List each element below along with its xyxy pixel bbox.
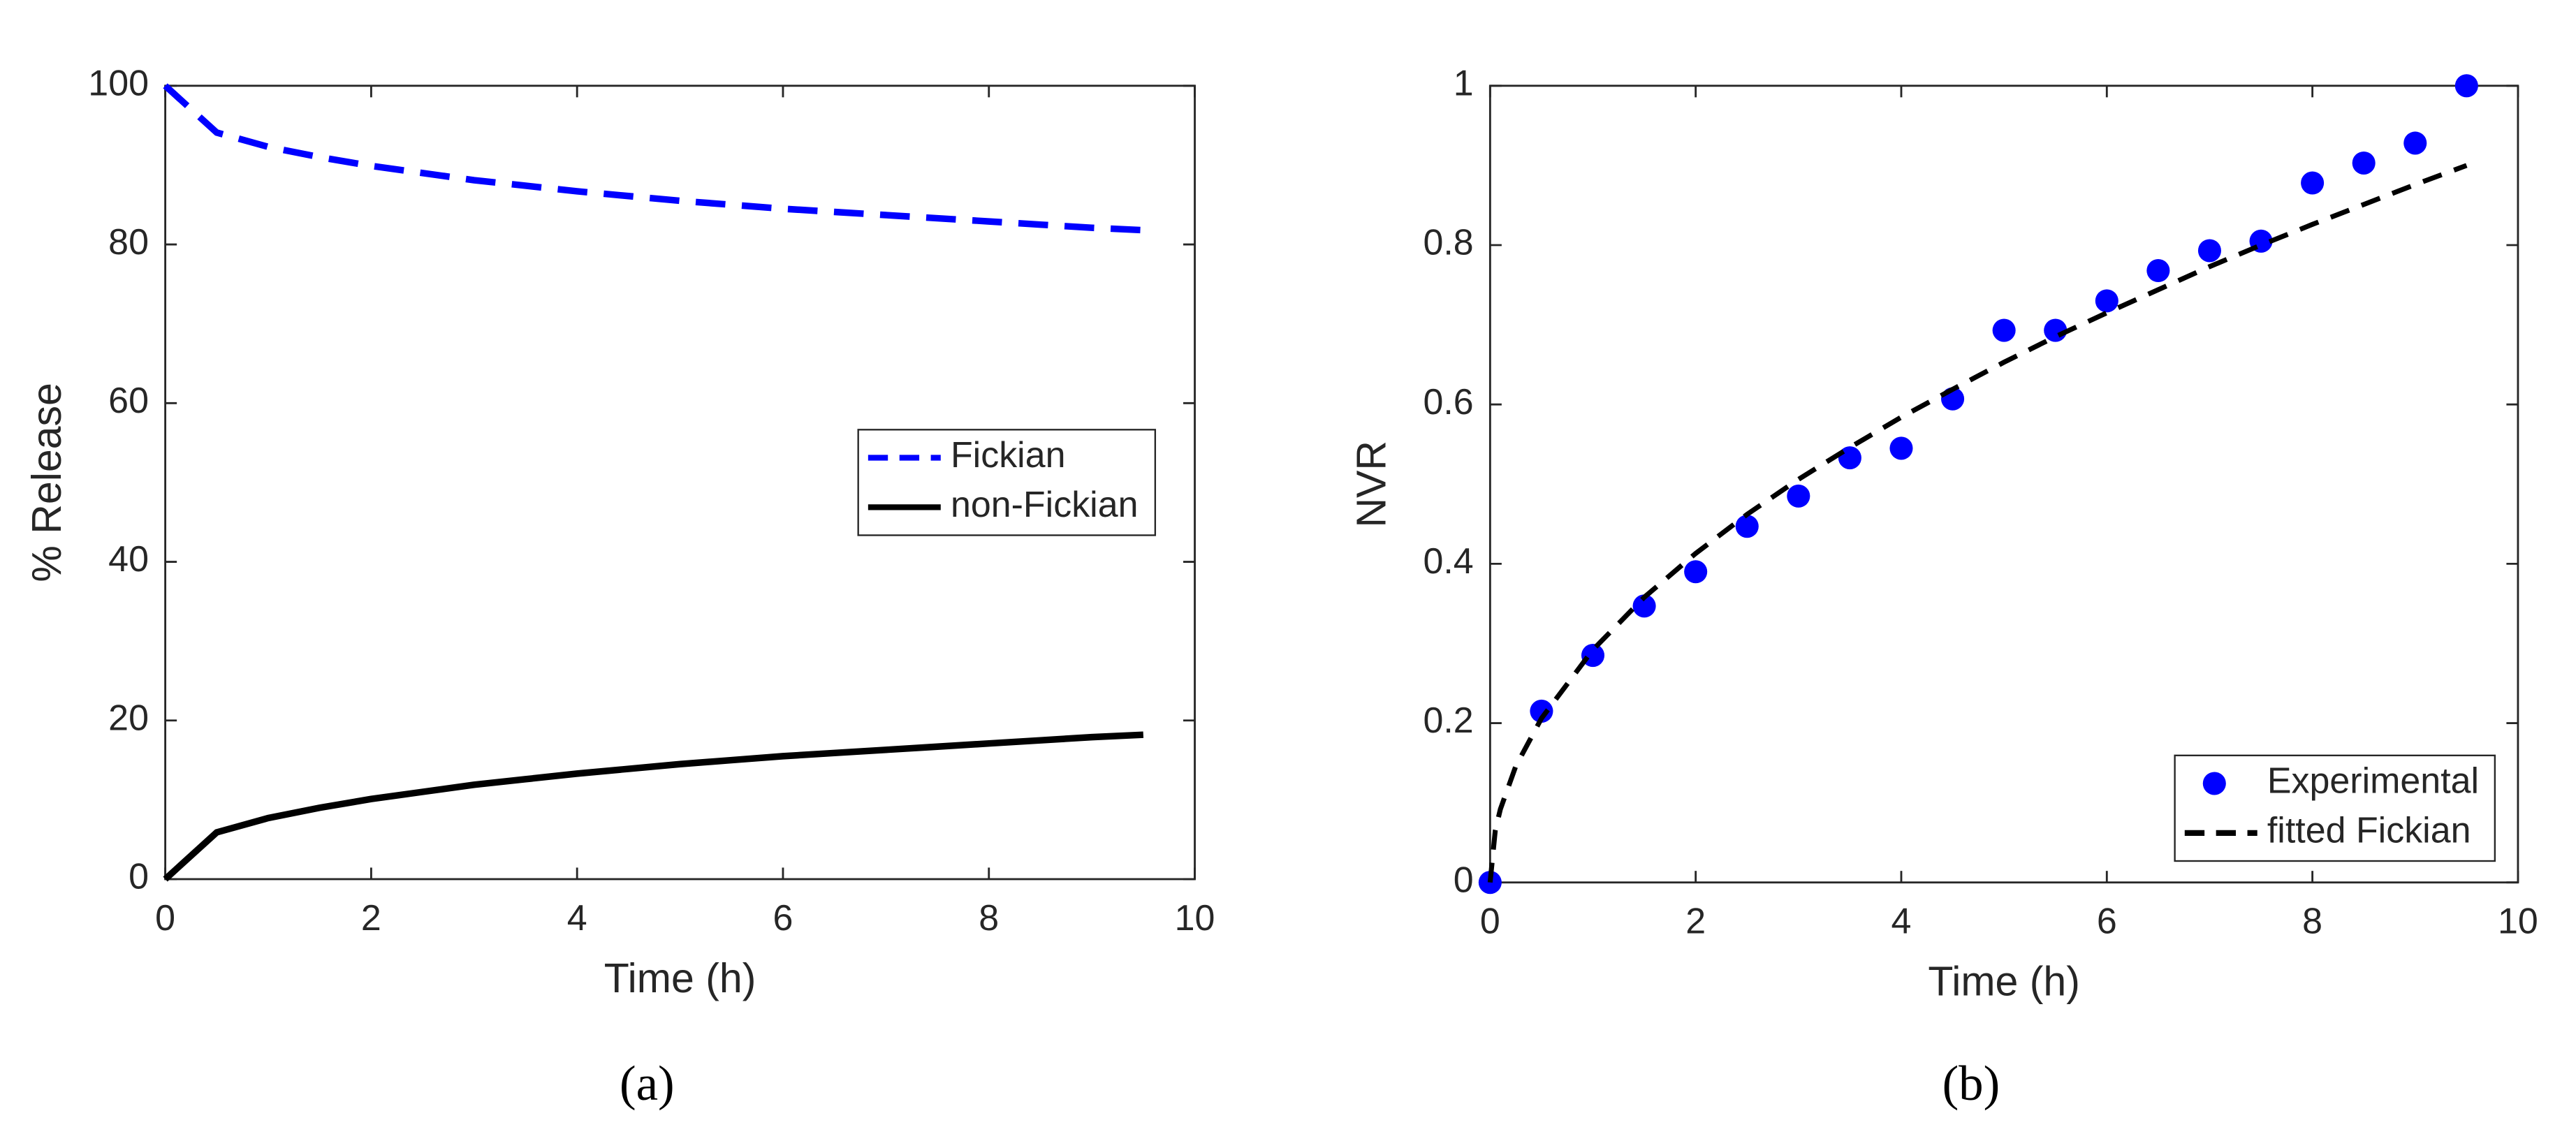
y-tick-label: 0.8 <box>1423 223 1473 263</box>
data-point <box>1992 318 2016 342</box>
data-point <box>1530 699 1553 723</box>
x-tick-label: 0 <box>1480 901 1500 941</box>
caption: (b) <box>1942 1057 2000 1111</box>
y-tick-label: 0.6 <box>1423 382 1473 422</box>
x-tick-label: 0 <box>155 898 175 939</box>
data-line <box>163 83 1144 234</box>
data-point <box>2197 239 2221 263</box>
legend-box <box>2174 754 2496 862</box>
data-point <box>2146 258 2170 283</box>
data-point <box>2403 131 2427 155</box>
x-tick-label: 8 <box>2302 901 2322 941</box>
legend: Fickian non-Fickian <box>857 429 1157 536</box>
x-axis-title: Time (h) <box>1928 959 2080 1005</box>
y-tick-label: 100 <box>88 64 149 104</box>
x-tick-label: 4 <box>567 898 587 939</box>
x-axis-title: Time (h) <box>604 955 756 1001</box>
data-point <box>2454 74 2478 98</box>
y-tick-label: 40 <box>108 539 149 580</box>
legend-label: Experimental <box>2267 761 2479 802</box>
x-tick-label: 10 <box>2498 901 2538 941</box>
x-tick-label: 2 <box>1685 901 1706 941</box>
y-tick-label: 1 <box>1454 64 1474 104</box>
y-tick-label: 0 <box>1454 860 1474 900</box>
y-tick-label: 0.2 <box>1423 700 1473 741</box>
legend-label: non-Fickian <box>951 485 1139 525</box>
data-point <box>1889 436 1913 460</box>
legend-label: fitted Fickian <box>2267 811 2471 851</box>
y-axis-title: NVR <box>1349 441 1395 528</box>
data-point <box>1632 594 1656 618</box>
legend: Experimental fitted Fickian <box>2174 754 2496 862</box>
chart-panel: 0 2 4 6 8 10 0 0.2 0.4 0.6 0.8 1 Time (h) NVR (b) Exper… <box>1349 64 2538 1112</box>
y-tick-label: 60 <box>108 381 149 421</box>
data-line <box>1487 163 2468 883</box>
data-point <box>2352 151 2376 175</box>
x-tick-label: 8 <box>979 898 999 939</box>
y-tick-label: 0.4 <box>1423 541 1473 582</box>
x-tick-label: 6 <box>773 898 793 939</box>
y-tick-label: 20 <box>108 698 149 738</box>
legend-label: Fickian <box>951 435 1066 476</box>
legend-box <box>857 429 1157 536</box>
data-point <box>2301 171 2325 195</box>
y-axis-title: % Release <box>24 383 70 582</box>
data-line <box>163 731 1144 882</box>
caption: (a) <box>620 1057 675 1111</box>
x-tick-label: 6 <box>2097 901 2117 941</box>
legend-marker <box>2202 772 2226 795</box>
data-point <box>1787 484 1810 508</box>
plot-area <box>1488 84 2519 884</box>
x-tick-label: 4 <box>1891 901 1912 941</box>
data-point <box>1735 515 1759 538</box>
data-point <box>1684 560 1708 584</box>
y-tick-label: 80 <box>108 222 149 263</box>
x-tick-label: 2 <box>361 898 381 939</box>
x-tick-label: 10 <box>1175 898 1215 939</box>
y-tick-label: 0 <box>129 857 149 897</box>
data-point <box>2095 289 2118 313</box>
data-point <box>1838 446 1861 470</box>
